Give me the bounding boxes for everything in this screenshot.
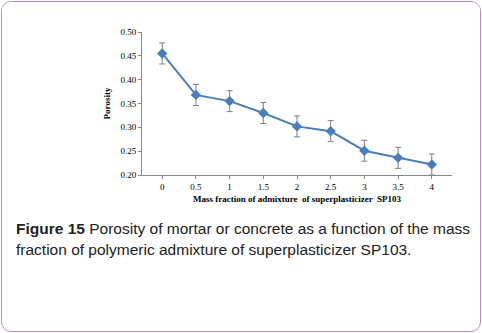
svg-text:2.5: 2.5 <box>325 182 337 192</box>
svg-text:Mass fraction of admixture of: Mass fraction of admixture of superplast… <box>193 194 402 204</box>
svg-text:0.20: 0.20 <box>120 170 136 180</box>
svg-text:0.30: 0.30 <box>120 122 136 132</box>
svg-text:0.40: 0.40 <box>120 75 136 85</box>
html-text:Figure 15 Porosity of mortar o: Figure 15 Porosity of mortar or concrete… <box>16 220 470 258</box>
svg-text:0.5: 0.5 <box>190 182 202 192</box>
svg-text:0: 0 <box>160 182 165 192</box>
svg-text:2: 2 <box>295 182 300 192</box>
svg-text:3: 3 <box>362 182 367 192</box>
svg-text:0.35: 0.35 <box>120 99 136 109</box>
svg-text:4: 4 <box>430 182 435 192</box>
svg-text:0.45: 0.45 <box>120 51 136 61</box>
svg-text:0.50: 0.50 <box>120 27 136 37</box>
svg-text:1.5: 1.5 <box>258 182 270 192</box>
svg-text:1: 1 <box>227 182 232 192</box>
svg-text:3.5: 3.5 <box>392 182 404 192</box>
svg-text:Porosity: Porosity <box>102 87 112 119</box>
svg-text:0.25: 0.25 <box>120 146 136 156</box>
